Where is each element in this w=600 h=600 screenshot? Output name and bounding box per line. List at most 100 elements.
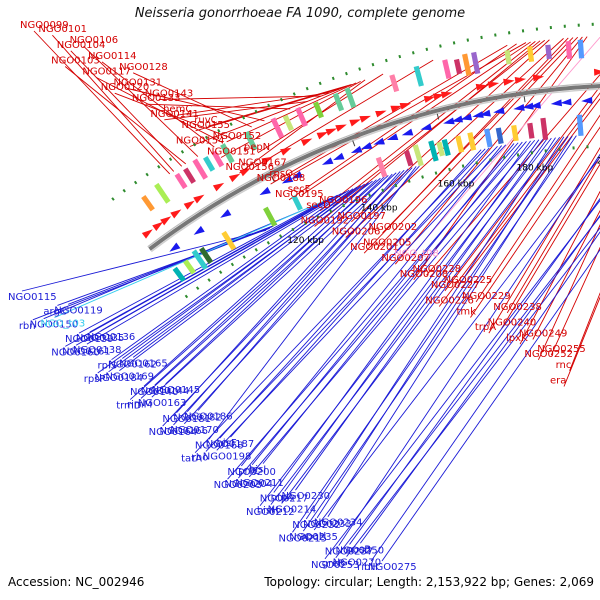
fwd-arrow-21: [432, 93, 445, 101]
leader-line: [346, 227, 600, 557]
leader-line: [359, 214, 600, 544]
fwd-arrow-9: [261, 156, 273, 165]
rev-arrow-10: [373, 137, 385, 145]
fwd-block-22: [526, 46, 535, 63]
gene-label: NGO0170: [170, 425, 219, 436]
gene-label: NGO0161: [62, 346, 111, 357]
fwd-block-21: [504, 49, 512, 65]
rev-block-7: [375, 156, 388, 178]
leader-line: [569, 292, 600, 371]
gene-label: NGO0136: [87, 332, 136, 343]
gene-label: NGO0155: [181, 120, 230, 131]
gene-label: NGO0240: [488, 318, 537, 329]
gene-label: NGO0154: [176, 136, 225, 147]
leader-line: [143, 182, 369, 387]
gene-label: NGO0150: [30, 320, 79, 331]
gene-label: NGO0115: [8, 292, 57, 303]
tick-label: 120 kbp: [287, 236, 324, 246]
gene-label: NGO0196: [319, 195, 368, 206]
gene-label: NGO0167: [238, 158, 287, 169]
gene-label: NGO0138: [73, 345, 122, 356]
gene-label: NGO0169: [105, 372, 154, 383]
leader-line: [327, 135, 573, 517]
gene-label: NGO0275: [368, 562, 417, 573]
gene-label: NGO0230: [281, 491, 330, 502]
gene-label: NGO0205: [363, 238, 412, 249]
gene-label: NGO0225: [444, 275, 493, 286]
tick-mark-0: [271, 176, 275, 182]
leader-line: [158, 95, 321, 100]
gene-label: NGO0192: [301, 216, 350, 227]
leader-line: [382, 37, 574, 234]
gene-label: NGO0133: [132, 93, 181, 104]
leader-line: [457, 98, 600, 287]
gene-label: lpxK: [506, 333, 528, 344]
gene-label: NGO0103: [51, 56, 100, 67]
backbone-arc: [148, 84, 600, 251]
fwd-arrow-23: [475, 83, 488, 91]
gene-label: NGO0201: [350, 242, 399, 253]
leader-line: [538, 224, 600, 361]
gene-label: tatA: [181, 454, 202, 465]
rev-arrow-12: [401, 128, 414, 136]
leader-line: [338, 153, 600, 546]
rev-block-11: [436, 141, 445, 157]
gene-label: tmk: [456, 307, 476, 318]
gene-label: NGO0232: [292, 520, 341, 531]
gene-label: NGO0166: [159, 426, 208, 437]
leader-line: [129, 177, 381, 400]
leader-line: [475, 114, 600, 303]
rev-arrow-19: [493, 107, 505, 115]
feature-tracks: [141, 39, 600, 283]
rev-arrow-2: [220, 209, 232, 218]
leader-line: [70, 50, 183, 167]
gene-label: NGO0101: [38, 24, 87, 35]
gene-label: NGO0195: [275, 189, 324, 200]
leader-line: [227, 142, 519, 480]
gene-label: rpsP: [84, 374, 106, 385]
rev-arrow-14: [443, 117, 455, 125]
leader-line: [335, 215, 600, 558]
gene-label: ntpA: [271, 492, 295, 503]
gene-label: NGO0186: [184, 412, 233, 423]
gene-label: greB: [322, 559, 345, 570]
gene-label: NGO0160: [51, 347, 100, 358]
gene-label: NGO_t08: [394, 249, 439, 260]
rev-arrow-13: [420, 123, 433, 131]
gene-label: NGO0182: [173, 413, 222, 424]
gene-label: NGO0227: [431, 280, 480, 291]
fwd-arrow-17: [375, 110, 387, 118]
rev-block-12: [441, 138, 451, 157]
fwd-arrow-10: [280, 147, 292, 156]
gene-label: NGO0211: [235, 478, 284, 489]
leader-line: [259, 138, 544, 507]
fwd-block-25: [577, 39, 585, 59]
fwd-block-19: [462, 53, 472, 76]
leader-line: [230, 147, 490, 438]
gene-label: NGO0120: [101, 82, 150, 93]
leader-line: [177, 92, 330, 116]
rev-arrow-11: [386, 133, 399, 141]
tick-mark-2: [436, 113, 440, 120]
leader-line: [173, 167, 413, 426]
rev-arrow-23: [550, 99, 563, 107]
gene-label: NGO0235: [289, 532, 338, 543]
gene-label: NGO0215: [278, 533, 327, 544]
leader-line: [248, 139, 536, 478]
tick-label: 180 kbp: [517, 164, 554, 174]
fwd-arrow-7: [228, 173, 241, 183]
gene-label: NGO0228: [413, 264, 462, 275]
fwd-block-24: [565, 40, 573, 60]
fwd-block-16: [413, 65, 424, 87]
gene-label: secD: [306, 200, 331, 211]
fwd-arrow-11: [300, 138, 313, 147]
fwd-arrow-14: [335, 124, 347, 132]
leader-line: [78, 201, 323, 334]
fwd-arrow-19: [399, 102, 412, 110]
gene-label: NGO0151: [207, 147, 256, 158]
rev-block-0: [172, 266, 186, 283]
gene-label: NGO0164: [149, 427, 198, 438]
gene-label: NGO0226: [425, 296, 474, 307]
